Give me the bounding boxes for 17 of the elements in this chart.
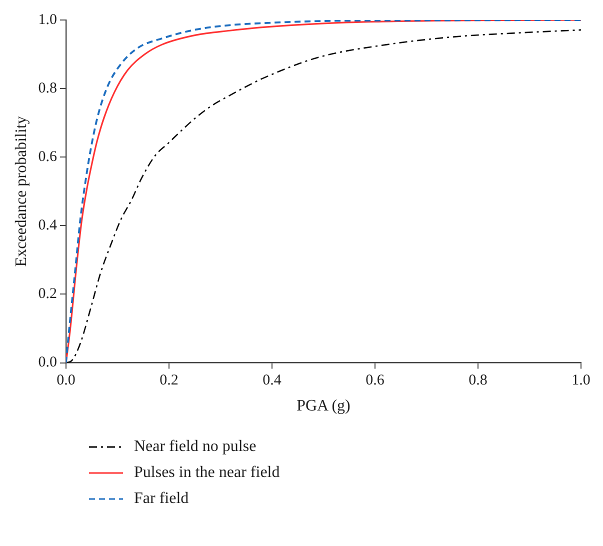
x-tick-label: 0.0: [56, 372, 76, 389]
y-tick-label: 0.2: [38, 286, 57, 302]
y-tick-label: 0.8: [38, 80, 57, 96]
y-tick-label: 0.4: [38, 218, 58, 234]
y-tick-label: 0.6: [38, 149, 58, 166]
x-tick-label: 0.4: [262, 372, 282, 389]
y-tick-label: 1.0: [38, 12, 57, 28]
x-tick-label: 0.6: [366, 372, 385, 389]
x-tick-label: 1.0: [572, 372, 590, 389]
y-axis-title: Exceedance probability: [12, 116, 30, 267]
y-tick-label: 0.0: [38, 354, 57, 371]
legend-label: Near field no pulse: [134, 438, 256, 456]
x-tick-label: 0.8: [468, 372, 488, 389]
x-tick-label: 0.2: [160, 372, 178, 389]
legend-label: Pulses in the near field: [134, 464, 280, 482]
x-axis-title: PGA (g): [296, 398, 350, 415]
legend-label: Far field: [134, 490, 189, 508]
